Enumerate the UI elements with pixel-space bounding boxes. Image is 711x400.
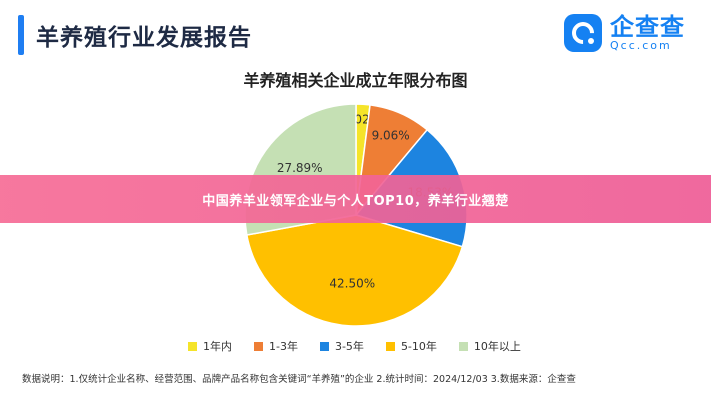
- legend-swatch: [385, 341, 395, 351]
- legend-label: 10年以上: [473, 340, 521, 353]
- slice-label: 42.50%: [329, 277, 375, 291]
- slice-label: 9.06%: [372, 129, 410, 143]
- header-accent-bar: [18, 15, 24, 55]
- legend-item: 10年以上: [458, 338, 521, 354]
- brand-logo-block[interactable]: 企查查 Qcc.com: [564, 14, 685, 52]
- legend-item: 1年内: [188, 338, 232, 354]
- legend-item: 1-3年: [254, 338, 298, 354]
- brand-domain: Qcc.com: [610, 39, 672, 52]
- legend-item: 5-10年: [385, 338, 437, 354]
- banner-text: 中国养羊业领军企业与个人TOP10，养羊行业翘楚: [202, 193, 509, 209]
- legend-swatch: [458, 341, 468, 351]
- slice-label: 27.89%: [277, 161, 323, 175]
- legend-label: 1-3年: [269, 340, 298, 353]
- report-title: 羊养殖行业发展报告: [36, 25, 252, 51]
- legend-swatch: [319, 341, 329, 351]
- legend-label: 3-5年: [334, 340, 364, 353]
- legend-label: 1年内: [203, 340, 232, 353]
- legend-item: 3-5年: [319, 338, 364, 354]
- legend-swatch: [188, 341, 197, 351]
- chart-title: 羊养殖相关企业成立年限分布图: [243, 71, 468, 90]
- legend-label: 5-10年: [400, 340, 437, 353]
- promo-banner[interactable]: 中国养羊业领军企业与个人TOP10，养羊行业翘楚: [0, 175, 711, 223]
- pie-slice: [245, 214, 464, 327]
- chart-legend: 1年内 1-3年 3-5年 5-10年 10年以上: [188, 338, 521, 354]
- data-footnote: 数据说明：1.仅统计企业名称、经营范围、品牌产品名称包含关键词“羊养殖”的企业 …: [22, 374, 576, 385]
- legend-swatch: [254, 341, 263, 351]
- brand-name: 企查查: [610, 13, 685, 41]
- qcc-logo-icon: [564, 14, 602, 52]
